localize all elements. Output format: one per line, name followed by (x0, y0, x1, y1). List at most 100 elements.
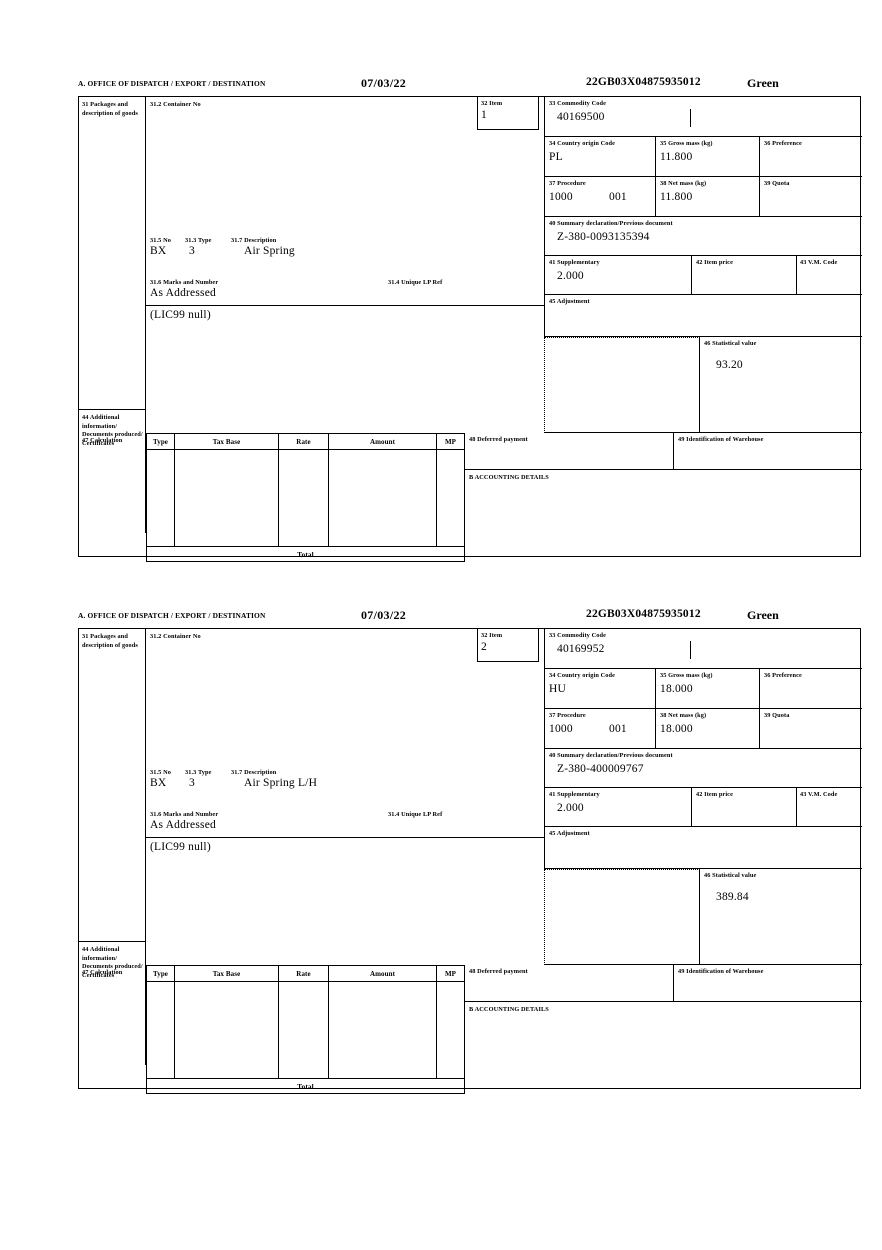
movement-reference-number: 22GB03X04875935012 (586, 608, 701, 620)
calculation-cell-amount[interactable] (328, 449, 437, 547)
box-33-value: 40169952 (557, 643, 605, 655)
box-32-item: 32 Item 2 (477, 629, 539, 662)
box-43-vm-code: 43 V.M. Code (797, 256, 862, 295)
calculation-table-row (146, 981, 465, 1079)
calculation-col-rate: Rate (278, 965, 329, 982)
box-42-label: 42 Item price (696, 259, 733, 266)
box-47-stub: 47 Calculation (79, 433, 146, 557)
box-31-goods-row: 31.5 No 31.3 Type 31.7 Description BX 3 … (146, 769, 544, 811)
box-46-statistical-value: 46 Statistical value 389.84 (700, 869, 862, 965)
calculation-cell-amount[interactable] (328, 981, 437, 1079)
box-b-accounting-details: B ACCOUNTING DETAILS (464, 1002, 862, 1089)
box-37-label: 37 Procedure (549, 712, 586, 719)
box-38-value: 11.800 (660, 191, 693, 203)
box-41-supplementary: 41 Supplementary 2.000 (544, 788, 692, 827)
box-46-blank-subcell (544, 869, 700, 965)
box-46-blank-subcell (544, 337, 700, 433)
box-43-vm-code: 43 V.M. Code (797, 788, 862, 827)
box-33-label: 33 Commodity Code (549, 632, 606, 639)
box-41-value: 2.000 (557, 270, 584, 282)
box-41-label: 41 Supplementary (549, 791, 600, 798)
box-31-marks-row: 31.6 Marks and Number 31.4 Unique LP Ref… (146, 811, 544, 843)
box-31-7-value: Air Spring (244, 245, 295, 257)
box-45-label: 45 Adjustment (549, 830, 590, 837)
box-31-5-label: 31.5 No (150, 237, 171, 244)
box-45-dotted-divider (544, 869, 700, 870)
calculation-cell-rate[interactable] (278, 449, 329, 547)
calculation-cell-rate[interactable] (278, 981, 329, 1079)
box-39-label: 39 Quota (764, 180, 790, 187)
calculation-cell-mp[interactable] (436, 449, 465, 547)
box-42-item-price: 42 Item price (692, 788, 797, 827)
calculation-cell-tax-base[interactable] (174, 449, 279, 547)
box-37-value-1: 1000 (549, 191, 573, 203)
calculation-cell-type[interactable] (146, 449, 175, 547)
box-35-label: 35 Gross mass (kg) (660, 140, 713, 147)
box-31-3-label: 31.3 Type (185, 769, 212, 776)
box-35-value: 11.800 (660, 151, 693, 163)
box-31-stub: 31 Packages and description of goods (79, 629, 146, 941)
box-31-6-label: 31.6 Marks and Number (150, 811, 219, 818)
box-38-label: 38 Net mass (kg) (660, 180, 707, 187)
box-46-statistical-value: 46 Statistical value 93.20 (700, 337, 862, 433)
office-of-dispatch-label: A. OFFICE OF DISPATCH / EXPORT / DESTINA… (78, 79, 266, 88)
box-49-warehouse-id: 49 Identification of Warehouse (674, 965, 862, 1002)
box-47-label: 47 Calculation (82, 969, 123, 976)
box-49-label: 49 Identification of Warehouse (678, 968, 764, 975)
calculation-col-mp: MP (436, 965, 465, 982)
box-34-label: 34 Country origin Code (549, 672, 616, 679)
box-32-value: 2 (481, 641, 487, 653)
calculation-col-type: Type (146, 965, 175, 982)
box-31-3-value: 3 (189, 245, 195, 257)
box-37-label: 37 Procedure (549, 180, 586, 187)
calculation-col-tax-base: Tax Base (174, 965, 279, 982)
box-33-label: 33 Commodity Code (549, 100, 606, 107)
calculation-total-row: Total (146, 1078, 465, 1094)
box-31-6-label: 31.6 Marks and Number (150, 279, 219, 286)
calculation-table: Type Tax Base Rate Amount MP (146, 433, 465, 562)
box-b-label: B ACCOUNTING DETAILS (469, 1006, 549, 1013)
box-32-label: 32 Item (481, 632, 503, 639)
form-body: 31 Packages and description of goods 31.… (78, 97, 862, 562)
box-31-7-label: 31.7 Description (231, 237, 277, 244)
box-35-gross-mass: 35 Gross mass (kg) 11.800 (656, 137, 760, 177)
box-31-2-container-no: 31.2 Container No (146, 97, 544, 289)
box-45-adjustment: 45 Adjustment (544, 295, 862, 337)
box-38-value: 18.000 (660, 723, 693, 735)
calculation-cell-tax-base[interactable] (174, 981, 279, 1079)
calculation-col-type: Type (146, 433, 175, 450)
box-36-label: 36 Preference (764, 672, 802, 679)
box-36-preference: 36 Preference (760, 669, 862, 709)
box-31-5-value: BX (150, 245, 167, 257)
box-31-stub: 31 Packages and description of goods (79, 97, 146, 409)
calculation-col-mp: MP (436, 433, 465, 450)
box-35-value: 18.000 (660, 683, 693, 695)
box-34-value: HU (549, 683, 567, 695)
sad-continuation-sheet-1: A. OFFICE OF DISPATCH / EXPORT / DESTINA… (78, 76, 862, 562)
calculation-col-tax-base: Tax Base (174, 433, 279, 450)
box-44-label: 44 Additional information/ Documents pro… (82, 946, 143, 979)
box-43-label: 43 V.M. Code (800, 791, 838, 798)
box-44-value: (LIC99 null) (150, 841, 211, 853)
box-39-label: 39 Quota (764, 712, 790, 719)
box-36-label: 36 Preference (764, 140, 802, 147)
box-37-procedure: 37 Procedure 1000 001 (544, 177, 656, 217)
calculation-total-label: Total (146, 546, 465, 562)
box-31-4-label: 31.4 Unique LP Ref (388, 811, 443, 818)
box-49-warehouse-id: 49 Identification of Warehouse (674, 433, 862, 470)
box-47-stub: 47 Calculation (79, 965, 146, 1089)
calculation-col-amount: Amount (328, 433, 437, 450)
box-49-label: 49 Identification of Warehouse (678, 436, 764, 443)
box-33-value: 40169500 (557, 111, 605, 123)
box-31-label: 31 Packages and description of goods (82, 633, 138, 649)
box-39-quota: 39 Quota (760, 177, 862, 217)
calculation-col-amount: Amount (328, 965, 437, 982)
box-31-2-container-no: 31.2 Container No (146, 629, 544, 821)
box-46-value: 389.84 (716, 891, 749, 903)
box-43-label: 43 V.M. Code (800, 259, 838, 266)
calculation-cell-mp[interactable] (436, 981, 465, 1079)
calculation-cell-type[interactable] (146, 981, 175, 1079)
box-b-accounting-details: B ACCOUNTING DETAILS (464, 470, 862, 557)
box-40-label: 40 Summary declaration/Previous document (549, 220, 673, 227)
form-body: 31 Packages and description of goods 31.… (78, 629, 862, 1094)
